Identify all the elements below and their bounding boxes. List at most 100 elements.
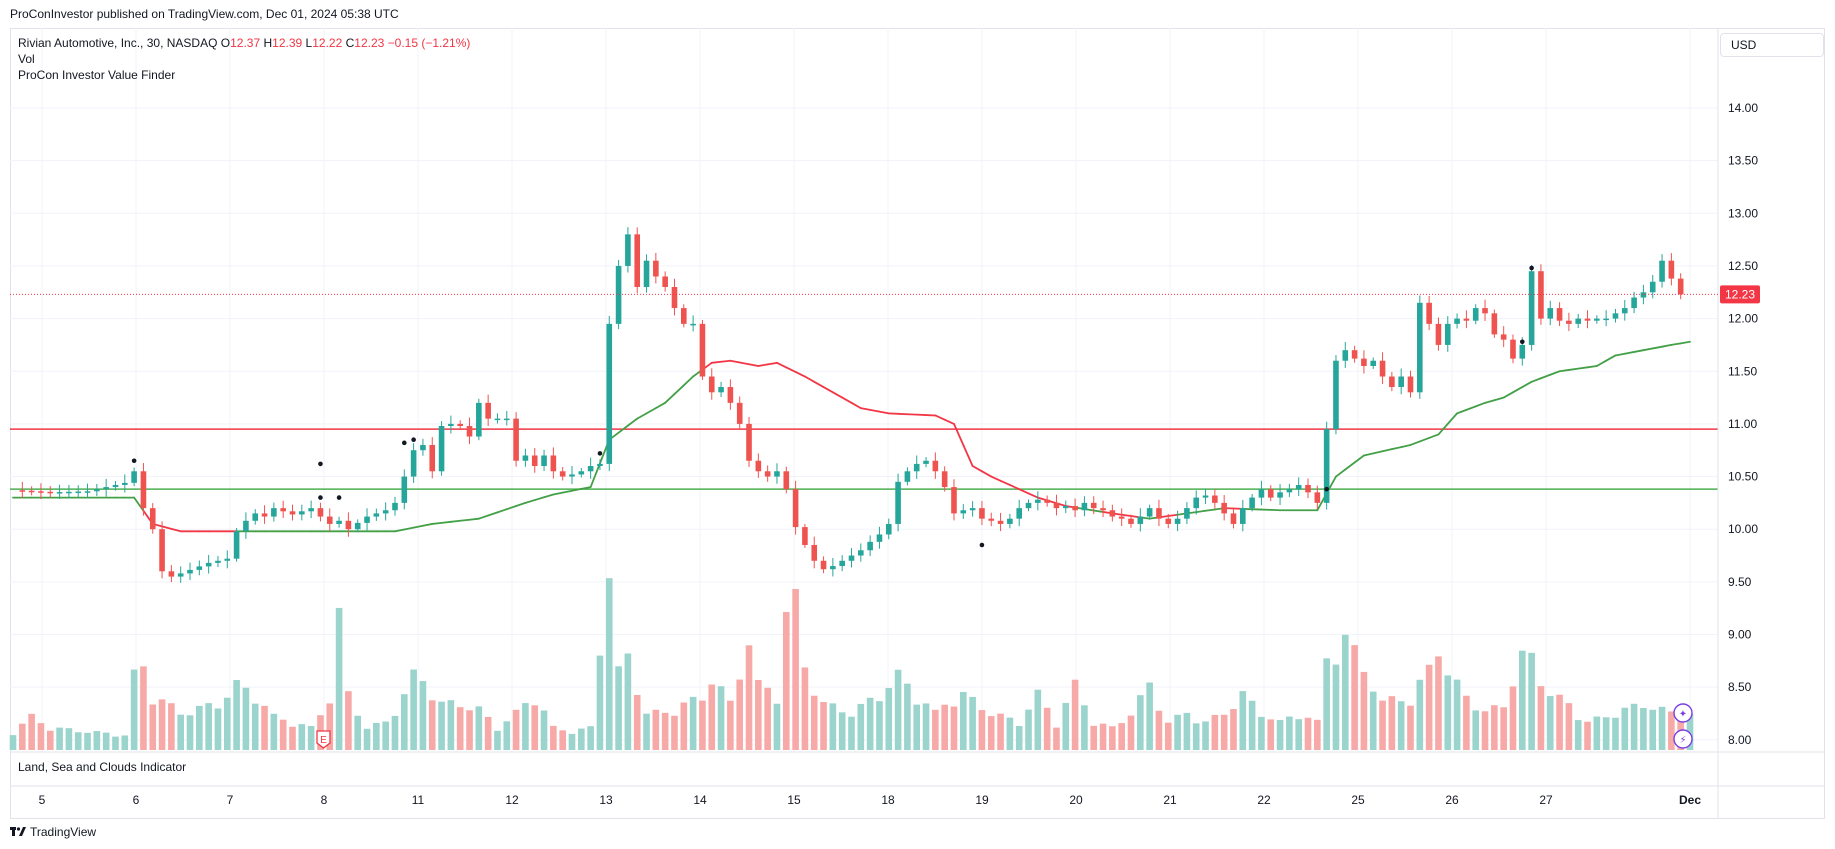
x-tick-label: 5 bbox=[39, 793, 46, 807]
volume-bar bbox=[1565, 703, 1573, 750]
sparkle-event-icon[interactable]: ✦ bbox=[1673, 703, 1693, 723]
candle-body bbox=[643, 260, 650, 288]
value-finder-segment bbox=[161, 525, 173, 530]
low-label: L bbox=[305, 36, 313, 50]
last-price-label: 12.23 bbox=[1725, 287, 1755, 301]
value-finder-segment bbox=[971, 465, 983, 473]
value-finder-segment bbox=[729, 359, 741, 364]
value-finder-segment bbox=[748, 363, 760, 367]
volume-bar bbox=[792, 589, 799, 750]
volume-bar bbox=[633, 694, 641, 750]
volume-bar bbox=[987, 716, 995, 750]
change-value: −0.15 (−1.21%) bbox=[387, 36, 471, 50]
chart-badges: E ✦ ⚡ bbox=[316, 703, 1693, 749]
candle-body bbox=[233, 531, 240, 559]
volume-bar bbox=[1006, 717, 1014, 750]
volume-bar bbox=[1668, 711, 1675, 750]
volume-bar bbox=[251, 703, 259, 750]
candle-body bbox=[979, 508, 985, 519]
currency-selector[interactable]: USD bbox=[1720, 33, 1824, 57]
candle-body bbox=[1174, 518, 1181, 524]
candle-body bbox=[177, 573, 184, 577]
pivot-marker bbox=[597, 451, 603, 456]
volume-bar bbox=[1481, 711, 1489, 750]
volume-bar bbox=[1099, 723, 1107, 750]
indicator-legend[interactable]: ProCon Investor Value Finder bbox=[18, 68, 176, 82]
candle-body bbox=[457, 423, 463, 427]
candle-body bbox=[448, 423, 454, 427]
candle-body bbox=[66, 491, 72, 494]
value-finder-segment bbox=[1670, 342, 1682, 346]
volume-bar bbox=[121, 735, 129, 750]
volume-bar bbox=[969, 696, 976, 750]
volume-bar bbox=[391, 715, 399, 750]
x-tick-label: 6 bbox=[133, 793, 140, 807]
pivot-marker bbox=[979, 542, 985, 548]
value-finder-segment bbox=[403, 526, 415, 531]
candle-body bbox=[690, 323, 696, 326]
candle-body bbox=[848, 555, 855, 561]
candle-body bbox=[746, 423, 752, 461]
x-tick-label: 22 bbox=[1257, 793, 1271, 807]
value-finder-segment bbox=[1363, 452, 1375, 457]
close-label: C bbox=[345, 36, 355, 50]
volume-bar bbox=[1081, 705, 1088, 750]
volume-bar bbox=[1034, 689, 1042, 750]
value-finder-segment bbox=[1018, 488, 1030, 495]
earnings-e-icon[interactable]: E bbox=[316, 730, 331, 749]
tradingview-footer[interactable]: TradingView bbox=[10, 825, 96, 839]
candle-body bbox=[811, 544, 818, 561]
volume-bar bbox=[74, 732, 82, 750]
volume-bar bbox=[1416, 679, 1424, 750]
candle-body bbox=[1090, 502, 1097, 509]
candle-body bbox=[550, 455, 557, 472]
volume-bar bbox=[1621, 707, 1629, 750]
value-finder-segment bbox=[477, 514, 490, 520]
value-finder-segment bbox=[654, 401, 667, 410]
value-finder-segment bbox=[981, 470, 993, 478]
value-finder-segment bbox=[1474, 401, 1486, 408]
volume-bar bbox=[671, 715, 678, 750]
volume-bar bbox=[1248, 700, 1256, 750]
volume-bar bbox=[652, 709, 660, 750]
value-finder-segment bbox=[394, 528, 406, 533]
lower-indicator-label[interactable]: Land, Sea and Clouds Indicator bbox=[18, 760, 187, 774]
lightning-event-icon[interactable]: ⚡ bbox=[1673, 729, 1693, 749]
volume-bar bbox=[1202, 721, 1209, 750]
value-finder-segment bbox=[943, 418, 955, 425]
value-finder-segment bbox=[738, 361, 750, 366]
candle-body bbox=[308, 508, 314, 512]
volume-bar bbox=[84, 732, 91, 750]
candle-body bbox=[392, 502, 398, 511]
candle-body bbox=[625, 234, 631, 266]
volume-bar bbox=[438, 701, 445, 750]
value-finder-segment bbox=[1651, 345, 1663, 350]
value-finder-segment bbox=[524, 499, 536, 504]
candle-body bbox=[764, 471, 771, 477]
pivot-marker bbox=[318, 461, 323, 467]
x-tick-label: 14 bbox=[693, 793, 707, 807]
x-tick-label: 11 bbox=[412, 793, 425, 807]
volume-bar bbox=[717, 686, 725, 750]
candle-body bbox=[718, 387, 724, 393]
candle-body bbox=[466, 426, 473, 437]
value-finder-segment bbox=[496, 508, 508, 514]
volume-bar bbox=[140, 666, 147, 750]
volume-legend[interactable]: Vol bbox=[18, 52, 35, 66]
chart-grid bbox=[10, 28, 1718, 752]
candle-body bbox=[1081, 502, 1088, 511]
volume-bar bbox=[559, 730, 566, 750]
candle-body bbox=[541, 455, 547, 467]
candle-body bbox=[932, 460, 939, 472]
candle-body bbox=[1435, 323, 1442, 345]
volume-bar bbox=[1602, 717, 1610, 750]
volume-bar bbox=[186, 715, 194, 750]
candle-body bbox=[1240, 508, 1246, 524]
pivot-marker bbox=[1529, 265, 1534, 271]
volume-bar bbox=[1062, 702, 1070, 750]
volume-bar bbox=[1435, 656, 1442, 750]
candle-body bbox=[485, 402, 491, 419]
x-tick-label: 19 bbox=[975, 793, 989, 807]
tradingview-brand: TradingView bbox=[30, 825, 97, 839]
